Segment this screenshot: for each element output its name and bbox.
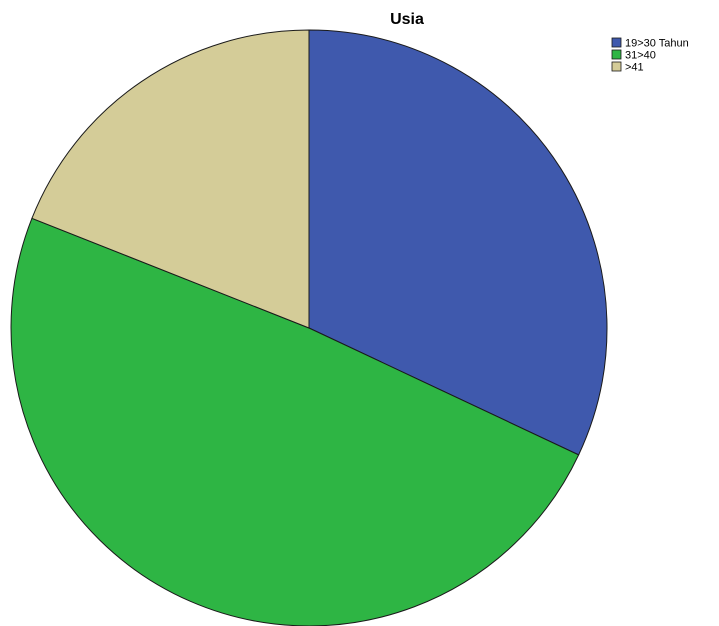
pie-slice (308, 29, 608, 456)
pie-slice (10, 217, 580, 626)
legend-swatch (611, 37, 622, 48)
chart-title: Usia (390, 11, 424, 28)
legend-swatch (611, 49, 622, 60)
legend-swatch (611, 61, 622, 72)
legend-label: >41 (625, 62, 644, 74)
pie-slices (10, 29, 608, 626)
legend-label: 19>30 Tahun (625, 38, 689, 50)
pie-slice (31, 29, 310, 329)
legend-label: 31>40 (625, 50, 656, 62)
